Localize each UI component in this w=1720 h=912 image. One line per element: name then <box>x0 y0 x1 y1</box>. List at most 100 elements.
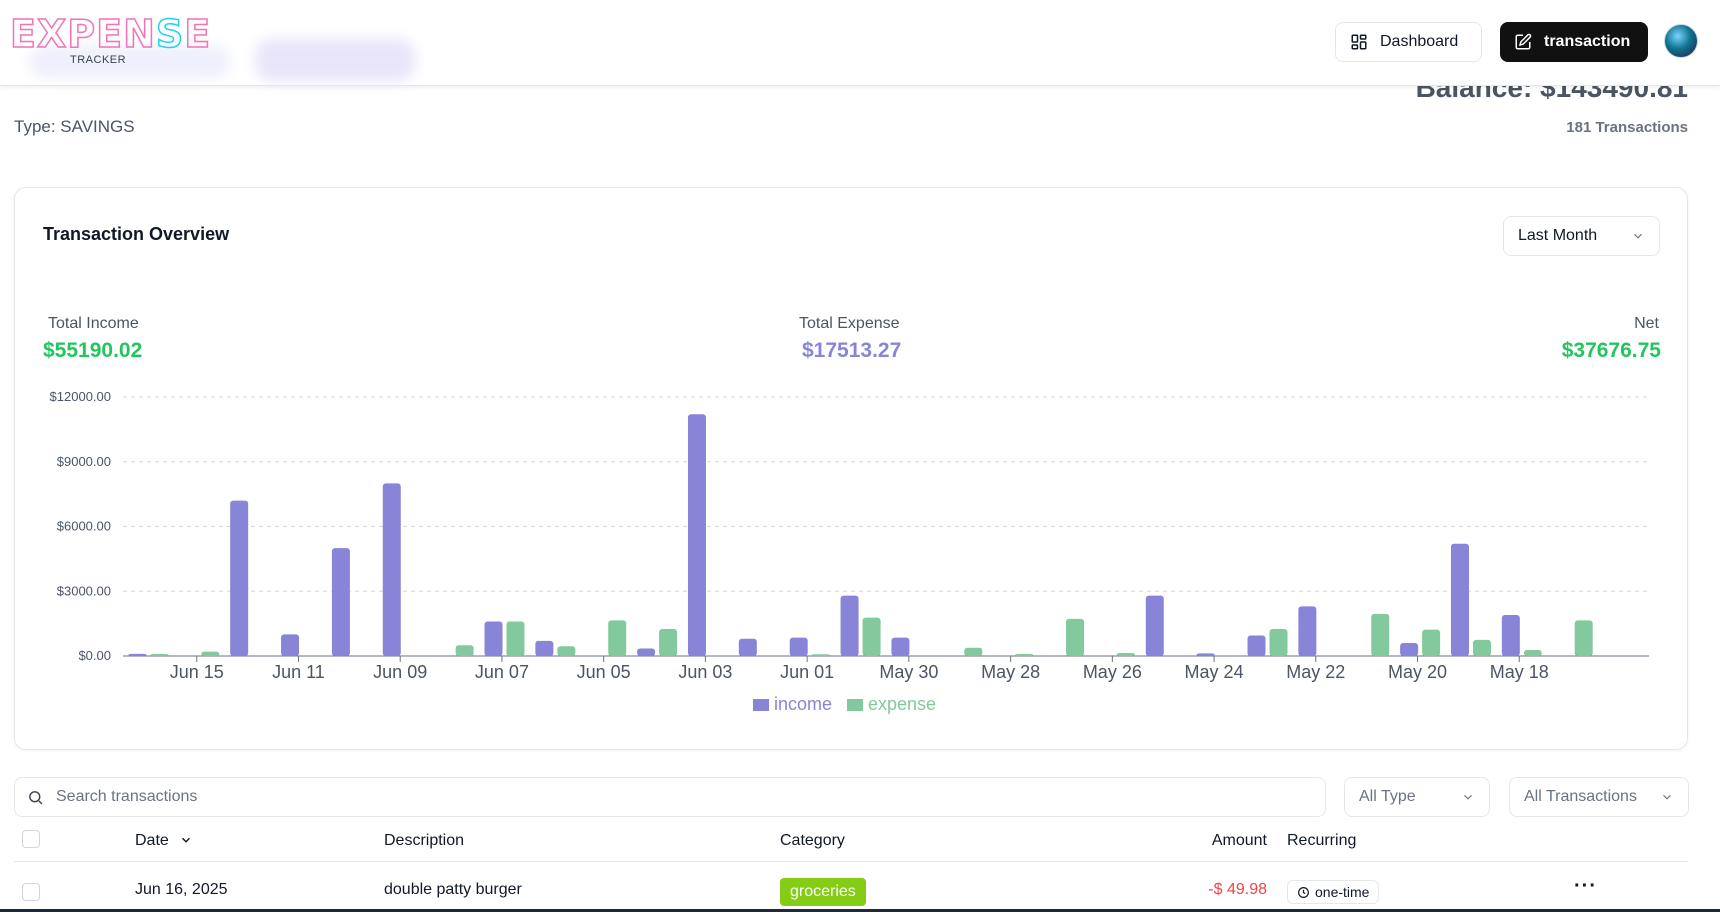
income-bar <box>891 637 910 656</box>
table-row[interactable]: Jun 16, 2025 double patty burger groceri… <box>14 863 1688 912</box>
decorative-blur <box>30 46 230 78</box>
expense-bar <box>1472 639 1491 656</box>
period-select-value: Last Month <box>1518 227 1598 244</box>
x-tick-label: May 26 <box>1083 662 1142 682</box>
total-income-label: Total Income <box>48 315 139 332</box>
window-bottom-edge <box>0 909 1720 912</box>
transaction-button-label: transaction <box>1544 33 1631 50</box>
income-bar <box>535 640 554 656</box>
category-badge: groceries <box>780 878 866 906</box>
row-date: Jun 16, 2025 <box>135 881 228 898</box>
y-tick-label: $9000.00 <box>57 454 111 469</box>
expense-bar <box>659 629 678 656</box>
dashboard-button[interactable]: Dashboard <box>1335 22 1482 62</box>
dashboard-icon <box>1351 34 1367 50</box>
income-bar <box>382 483 401 656</box>
expense-bar <box>506 621 525 656</box>
type-filter-select[interactable]: All Type <box>1344 777 1490 817</box>
select-all-checkbox[interactable] <box>22 830 40 848</box>
search-input[interactable] <box>56 788 1256 806</box>
x-tick-label: Jun 07 <box>475 662 529 682</box>
total-expense-label: Total Expense <box>799 315 900 332</box>
row-description: double patty burger <box>384 881 522 898</box>
y-tick-label: $0.00 <box>78 648 111 663</box>
user-avatar[interactable] <box>1664 24 1698 58</box>
clock-icon <box>1298 886 1309 898</box>
category-column-header: Category <box>780 832 845 849</box>
row-actions-button[interactable]: ··· <box>1574 875 1597 897</box>
income-bar <box>738 638 757 656</box>
search-icon <box>29 790 43 804</box>
scope-filter-value: All Transactions <box>1524 788 1637 805</box>
expense-bar <box>1574 620 1593 656</box>
transaction-button[interactable]: transaction <box>1500 22 1648 62</box>
x-tick-label: Jun 05 <box>577 662 631 682</box>
type-filter-value: All Type <box>1359 788 1416 805</box>
amount-column-header: Amount <box>1211 832 1267 849</box>
decorative-blur <box>255 38 415 82</box>
y-tick-label: $3000.00 <box>57 583 111 598</box>
income-bar <box>1196 653 1215 656</box>
y-tick-label: $6000.00 <box>57 519 111 534</box>
date-header-label: Date <box>135 832 169 849</box>
legend-swatch <box>847 699 863 711</box>
income-bar <box>1400 643 1419 656</box>
search-bar[interactable] <box>14 777 1326 817</box>
table-header: Date Description Category Amount Recurri… <box>14 822 1688 862</box>
expense-bar <box>608 620 627 656</box>
sort-chevron-icon <box>182 837 191 843</box>
top-navigation-bar: EXPENSE TRACKER Dashboard transaction <box>0 0 1720 86</box>
account-type: Type: SAVINGS <box>14 117 135 136</box>
period-select[interactable]: Last Month <box>1503 216 1660 256</box>
edit-icon <box>1515 33 1532 50</box>
x-tick-label: May 30 <box>879 662 938 682</box>
date-column-header[interactable]: Date <box>135 832 193 850</box>
expense-bar <box>1422 629 1441 656</box>
x-tick-label: May 22 <box>1286 662 1345 682</box>
income-bar <box>1298 606 1317 656</box>
x-tick-label: Jun 15 <box>170 662 224 682</box>
legend-label: expense <box>868 694 936 714</box>
recurring-label: one-time <box>1315 884 1370 900</box>
income-bar <box>687 414 706 656</box>
chevron-down-icon <box>1464 794 1472 800</box>
income-bar <box>1145 595 1164 656</box>
scope-filter-select[interactable]: All Transactions <box>1509 777 1689 817</box>
net-label: Net <box>1634 315 1659 332</box>
transaction-count: 181 Transactions <box>1566 119 1688 136</box>
transaction-overview-card: Transaction Overview Last Month Total In… <box>14 187 1688 750</box>
recurring-badge: one-time <box>1287 880 1380 904</box>
income-bar <box>281 634 300 656</box>
logo-subtitle: TRACKER <box>70 54 127 66</box>
expense-bar <box>1015 654 1034 656</box>
expense-bar <box>811 654 830 656</box>
card-title: Transaction Overview <box>43 224 230 244</box>
expense-bar <box>964 647 983 656</box>
row-checkbox[interactable] <box>22 883 40 901</box>
x-tick-label: May 24 <box>1185 662 1244 682</box>
expense-bar <box>1269 629 1288 656</box>
expense-bar <box>1066 618 1085 656</box>
legend-swatch <box>753 699 769 711</box>
x-tick-label: Jun 09 <box>373 662 427 682</box>
expense-bar <box>150 654 169 656</box>
expense-bar <box>455 645 474 656</box>
expense-bar <box>1523 649 1542 656</box>
income-bar <box>484 621 503 656</box>
description-column-header: Description <box>384 832 465 849</box>
income-bar <box>1450 543 1469 656</box>
income-bar <box>230 500 249 656</box>
logo-wordmark: EXPENSE <box>9 12 212 56</box>
expense-bar <box>201 651 220 656</box>
expense-bar <box>557 646 576 656</box>
app-logo[interactable]: EXPENSE TRACKER <box>9 12 212 70</box>
total-expense-value: $17513.27 <box>802 339 902 362</box>
x-tick-label: Jun 03 <box>678 662 732 682</box>
income-bar <box>1247 635 1266 656</box>
chevron-down-icon <box>1634 233 1642 239</box>
dashboard-button-label: Dashboard <box>1380 33 1459 50</box>
income-bar <box>1501 614 1520 656</box>
row-amount: -$ 49.98 <box>1208 881 1267 898</box>
x-tick-label: Jun 01 <box>780 662 834 682</box>
total-income-value: $55190.02 <box>43 339 143 362</box>
